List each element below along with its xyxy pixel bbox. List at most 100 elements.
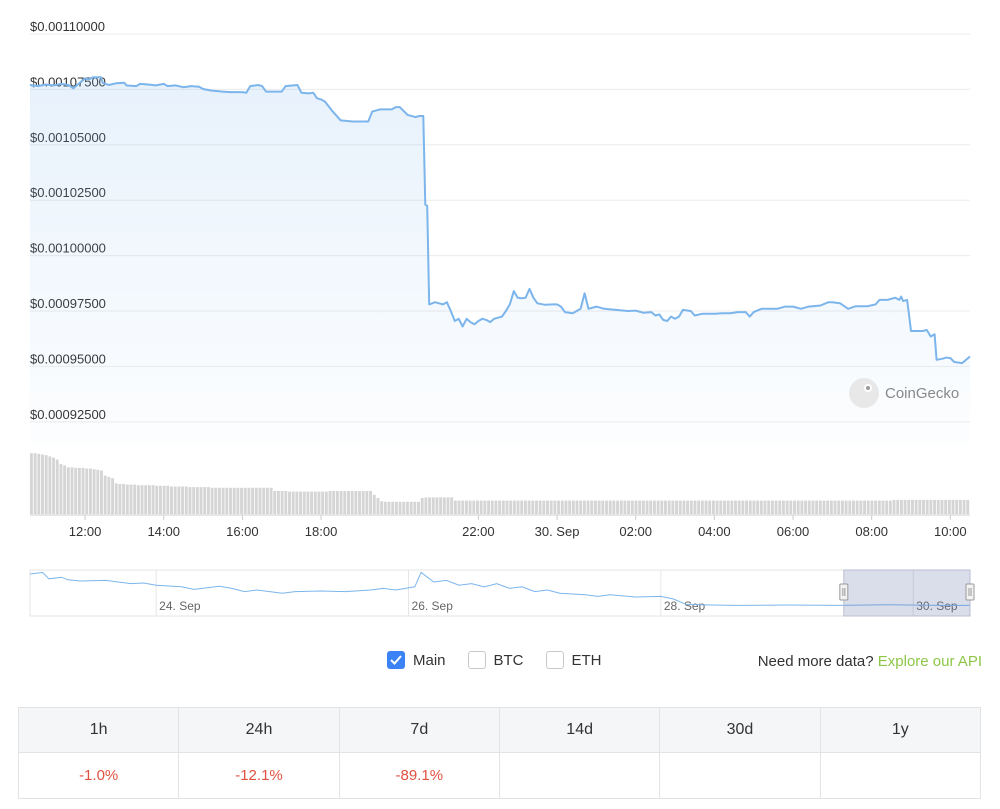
x-axis: 12:00 14:00 16:00 18:00 22:00 30. Sep 02:00 04:…	[69, 515, 967, 539]
volume-bar	[571, 500, 575, 514]
volume-bar	[37, 453, 41, 514]
volume-bar	[641, 500, 645, 514]
volume-bar	[162, 485, 166, 514]
volume-bar	[634, 500, 638, 514]
volume-bar	[103, 475, 107, 514]
volume-bar	[962, 499, 966, 514]
volume-bar	[48, 456, 52, 514]
volume-bar	[453, 500, 457, 514]
volume-bar	[859, 500, 863, 514]
volume-bar	[30, 453, 33, 514]
volume-bar	[686, 500, 690, 514]
volume-bar	[420, 498, 424, 514]
navigator-date-label: 24. Sep	[159, 599, 201, 613]
volume-bar	[41, 454, 44, 514]
toggle-eth[interactable]: ETH	[545, 651, 602, 669]
navigator-handle-right[interactable]	[965, 583, 975, 601]
navigator[interactable]: 24. Sep 26. Sep 28. Sep 30. Sep	[29, 569, 975, 617]
volume-bar	[741, 500, 745, 514]
toggle-main[interactable]: Main	[387, 651, 446, 669]
period-change-value	[659, 752, 821, 799]
api-prompt-text: Need more data?	[757, 653, 874, 670]
volume-bar	[759, 500, 763, 514]
volume-bar	[170, 486, 173, 514]
volume-bar	[151, 485, 155, 514]
volume-bar	[874, 500, 878, 514]
volume-bar	[523, 500, 527, 514]
volume-bar	[745, 500, 749, 514]
volume-bar	[122, 483, 126, 514]
check-icon	[390, 655, 402, 665]
volume-bar	[866, 500, 870, 514]
volume-bar	[490, 500, 494, 514]
volume-bar	[199, 487, 203, 514]
volume-bar	[33, 453, 37, 514]
navigator-date-label: 28. Sep	[664, 599, 706, 613]
volume-bar	[907, 499, 911, 514]
toggle-btc[interactable]: BTC	[467, 651, 524, 669]
volume-bar	[597, 500, 601, 514]
volume-bar	[306, 491, 310, 514]
volume-bar	[826, 500, 830, 514]
volume-bar	[601, 500, 605, 514]
checkbox-eth[interactable]	[545, 651, 564, 669]
volume-bar	[656, 500, 660, 514]
volume-bar	[181, 486, 185, 514]
volume-bar	[383, 501, 387, 514]
volume-bar	[719, 500, 723, 514]
volume-bar	[188, 487, 192, 514]
volume-bar	[531, 500, 535, 514]
volume-bar	[796, 500, 800, 514]
y-tick-label: $0.00110000	[30, 19, 105, 34]
volume-bar	[464, 500, 468, 514]
volume-bar	[594, 500, 597, 514]
checkbox-btc[interactable]	[467, 651, 486, 669]
volume-bar	[435, 497, 439, 514]
volume-bar	[96, 469, 100, 514]
volume-bar	[254, 487, 258, 514]
volume-bar	[387, 501, 391, 514]
volume-bar	[579, 500, 583, 514]
volume-bar	[951, 499, 955, 514]
volume-bar	[129, 484, 133, 514]
volume-bar	[66, 467, 70, 514]
volume-bar	[88, 468, 92, 514]
performance-table: 1h 24h 7d 14d 30d 1y -1.0% -12.1% -89.1%	[17, 707, 982, 799]
volume-bar	[240, 487, 244, 514]
price-chart: $0.00110000$0.00107500$0.00105000$0.0010…	[29, 19, 975, 617]
navigator-line	[29, 571, 970, 606]
volume-bar	[424, 497, 428, 514]
volume-bar	[549, 500, 553, 514]
volume-bar	[678, 500, 682, 514]
volume-bar	[708, 500, 712, 514]
navigator-selection[interactable]	[843, 569, 971, 617]
navigator-handle-left[interactable]	[839, 583, 849, 601]
volume-bar	[476, 500, 479, 514]
volume-bar	[269, 487, 273, 514]
volume-bar	[619, 500, 623, 514]
performance-value-row: -1.0% -12.1% -89.1%	[17, 752, 982, 799]
volume-bar	[428, 497, 432, 514]
volume-bar	[929, 499, 933, 514]
volume-bar	[450, 497, 454, 514]
volume-bar	[763, 500, 767, 514]
x-tick-label: 18:00	[305, 524, 338, 539]
volume-bar	[546, 500, 549, 514]
volume-bar	[210, 487, 214, 514]
volume-bar	[243, 487, 247, 514]
volume-bar	[966, 499, 970, 514]
volume-bar	[70, 467, 74, 514]
volume-bar	[697, 500, 701, 514]
x-tick-label: 12:00	[69, 524, 102, 539]
x-tick-label: 10:00	[934, 524, 967, 539]
volume-bar	[933, 499, 937, 514]
volume-bar	[107, 476, 111, 514]
volume-bar	[354, 491, 358, 514]
price-line[interactable]	[29, 76, 971, 365]
period-change-value: -89.1%	[338, 752, 500, 799]
volume-bar	[829, 500, 833, 514]
checkbox-main[interactable]	[387, 651, 405, 669]
volume-bar	[844, 500, 848, 514]
volume-bar	[343, 491, 347, 514]
explore-api-link[interactable]: Explore our API	[877, 653, 982, 670]
